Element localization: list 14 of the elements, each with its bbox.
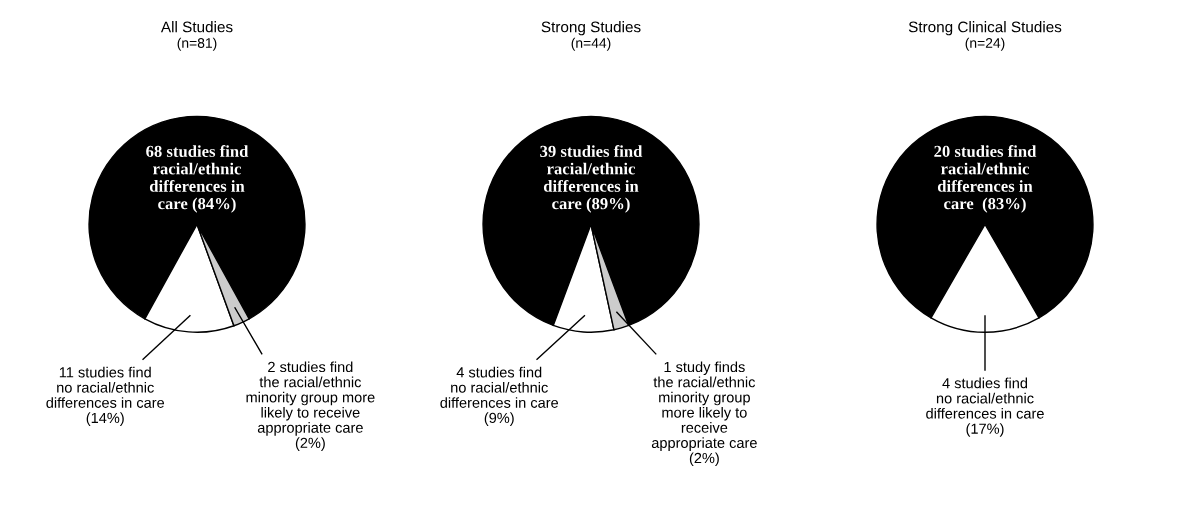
slice-label: 68 studies find racial/ethnic differences in care (84%): [146, 145, 249, 213]
chart-title: Strong Studies: [541, 21, 641, 36]
chart-title: Strong Clinical Studies: [908, 21, 1062, 36]
chart-title: All Studies: [160, 21, 233, 33]
slice-label: 4 studies find no racial/ethnic differences in care (17%): [926, 377, 1044, 437]
slice-label: 39 studies find racial/ethnic differences in care (89%): [540, 145, 643, 213]
slice-label: 20 studies find racial/ethnic differences in care (83%): [934, 145, 1037, 213]
chart-subtitle: (n=44): [571, 37, 611, 51]
slice-label: 2 studies find the racial/ethnic minority group more likely to receive appropriate care (2%): [246, 361, 375, 451]
slice-label: 11 studies find no racial/ethnic differences in care (14%): [46, 366, 165, 426]
chart-subtitle: (n=81): [177, 37, 217, 51]
slice-label: 1 study finds the racial/ethnic minority group more likely to receive appropriate care (2%): [651, 361, 757, 467]
chart-subtitle: (n=24): [965, 37, 1005, 51]
slice-label: 4 studies find no racial/ethnic differences in care (9%): [440, 366, 559, 426]
